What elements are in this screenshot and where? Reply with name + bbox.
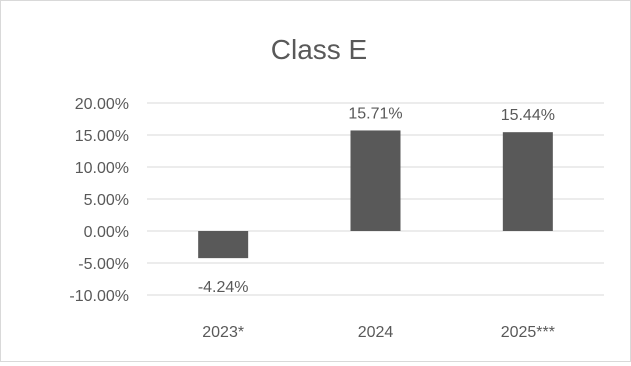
bar [350,130,401,231]
y-axis-labels: 20.00% 15.00% 10.00% 5.00% 0.00% -5.00% -10.00… [69,96,129,305]
data-label: 15.44% [501,107,555,124]
x-category-label: 2023* [202,324,244,341]
bar [198,231,249,259]
x-category-label: 2025*** [501,324,555,341]
bar [502,132,553,231]
y-tick-label: 10.00% [75,160,129,177]
y-tick-label: 20.00% [75,96,129,113]
data-label: 15.71% [348,105,402,122]
y-tick-label: 0.00% [84,224,129,241]
x-category-label: 2024 [358,324,394,341]
bars [198,130,553,259]
y-tick-label: -5.00% [78,256,129,273]
data-label: -4.24% [198,279,249,296]
data-labels: -4.24% 15.71% 15.44% [198,105,555,296]
y-tick-label: -10.00% [69,288,129,305]
chart-title: Class E [271,34,367,65]
y-tick-label: 15.00% [75,128,129,145]
x-axis-labels: 2023* 2024 2025*** [202,324,555,341]
y-tick-label: 5.00% [84,192,129,209]
